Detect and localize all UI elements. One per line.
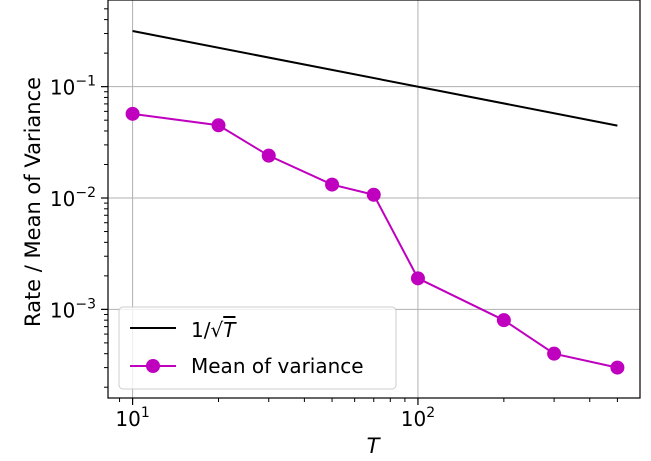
y-tick-label: 10−1 <box>50 74 96 100</box>
variance-point <box>261 148 276 163</box>
variance-point <box>610 360 625 375</box>
legend: 1/√T Mean of variance <box>118 306 397 390</box>
axes <box>101 0 641 405</box>
tick-labels: 101 102 10−3 10−2 10−1 <box>50 74 435 431</box>
x-tick-label: 101 <box>115 405 149 431</box>
series-sqrt-line <box>132 30 618 127</box>
plot-frame <box>107 0 641 399</box>
x-tick-label: 102 <box>401 405 435 431</box>
legend-box <box>118 306 397 390</box>
legend-label-sqrt: 1/√T <box>191 318 237 342</box>
legend-label-variance: Mean of variance <box>191 354 364 378</box>
variance-point <box>125 106 140 121</box>
variance-point <box>325 177 340 192</box>
legend-marker-variance <box>146 359 160 373</box>
variance-point <box>410 271 425 286</box>
variance-point <box>547 346 562 361</box>
y-tick-label: 10−2 <box>50 185 96 211</box>
y-tick-label: 10−3 <box>50 296 96 322</box>
variance-point <box>211 118 226 133</box>
variance-point <box>496 313 511 328</box>
variance-point <box>366 187 381 202</box>
y-axis-label: Rate / Mean of Variance <box>21 77 45 327</box>
series-layer <box>125 30 625 375</box>
x-axis-label: T <box>367 434 382 458</box>
